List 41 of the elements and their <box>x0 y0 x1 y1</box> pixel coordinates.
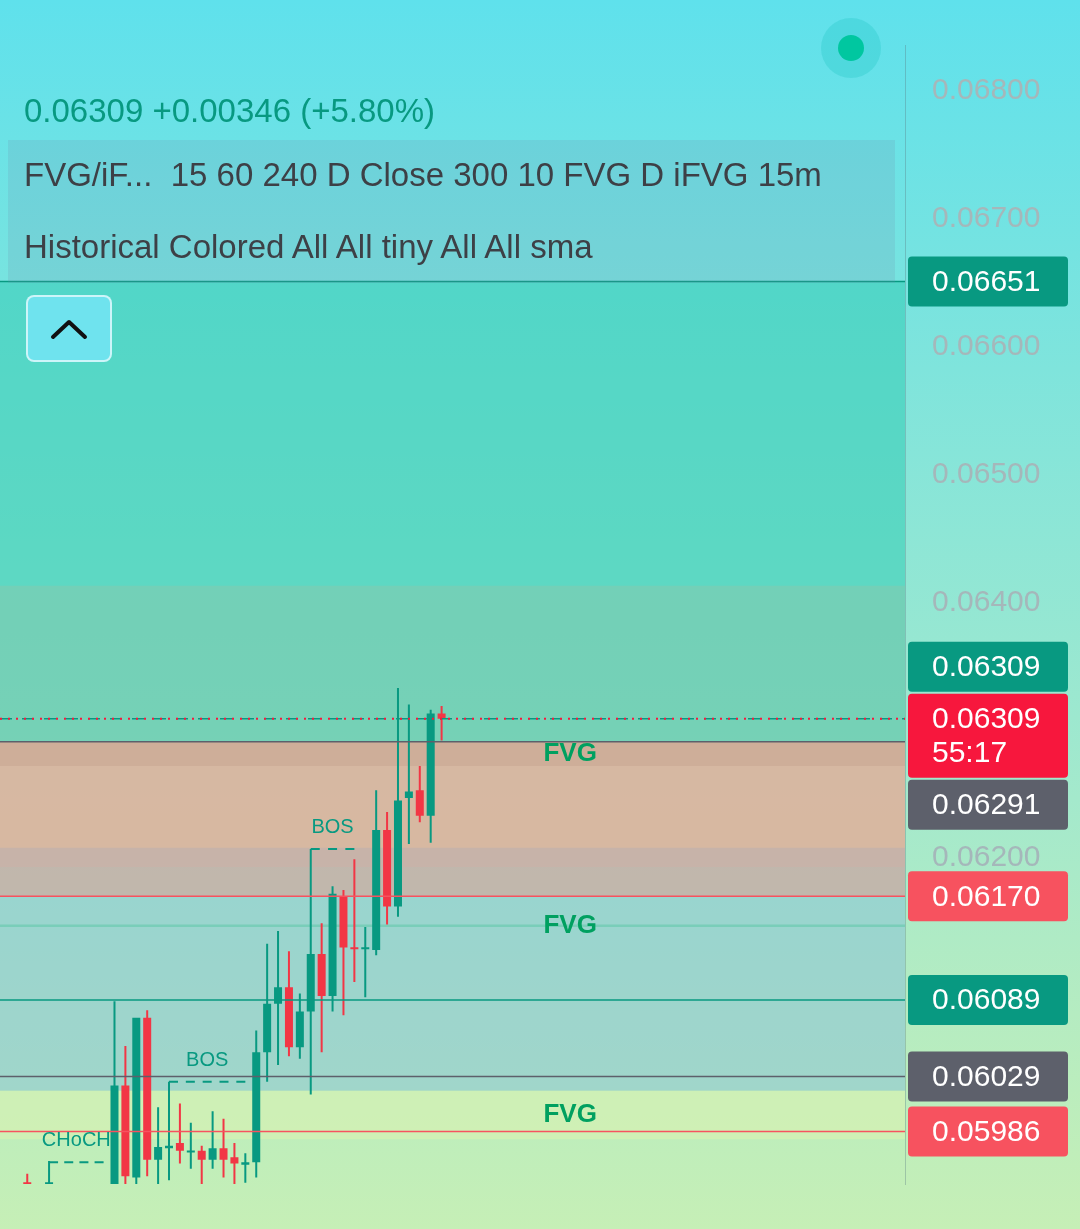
annotation: BOS <box>311 815 354 838</box>
candlestick <box>404 704 413 844</box>
annotation: CHoCH <box>41 1128 111 1151</box>
ref-line-label: 0.06170 <box>932 878 1041 912</box>
annotation: BOS <box>186 1047 229 1070</box>
candlestick <box>284 951 293 1057</box>
candlestick <box>154 1107 163 1184</box>
candlestick <box>23 1173 32 1184</box>
candlestick <box>383 812 392 925</box>
candlestick <box>241 1153 250 1183</box>
candlestick <box>350 859 359 983</box>
band-label: FVG <box>543 737 597 768</box>
ref-line-label: 0.06291 <box>932 786 1041 820</box>
ref-line-label: 0.06309 <box>932 648 1041 682</box>
candlestick <box>415 765 424 823</box>
candlestick <box>252 1030 261 1178</box>
candlestick <box>437 705 446 741</box>
candlestick <box>372 790 381 956</box>
candlestick <box>175 1103 184 1164</box>
ref-line-label: 0.06651 <box>932 263 1041 297</box>
annotation: Historical Colored All All tiny All All sma <box>24 227 593 267</box>
annotation: FVG/iF... 15 60 240 D Close 300 10 FVG D iFVG 15m <box>24 155 822 195</box>
text: 0.06309 +0.00346 (+5.80%) <box>24 91 436 131</box>
candlestick <box>121 1045 130 1184</box>
y-tick-label: 0.06800 <box>932 72 1041 106</box>
ref-line-label: 0.06029 <box>932 1058 1041 1092</box>
candlestick <box>317 923 326 1053</box>
candlestick <box>132 1017 141 1184</box>
ref-line-label: 0.05986 <box>932 1113 1041 1147</box>
band-label: FVG <box>543 908 597 939</box>
ref-line-label: 0.06309 55:17 <box>932 700 1041 768</box>
candlestick <box>361 927 370 998</box>
candlestick <box>339 889 348 1016</box>
candlestick <box>230 1143 239 1184</box>
candlestick <box>219 1118 228 1178</box>
band-label: FVG <box>543 1098 597 1129</box>
candlestick <box>208 1111 217 1169</box>
candlestick <box>197 1145 206 1184</box>
candlestick <box>186 1122 195 1169</box>
ref-line-label: 0.06089 <box>932 982 1041 1016</box>
candlestick <box>143 1010 152 1177</box>
